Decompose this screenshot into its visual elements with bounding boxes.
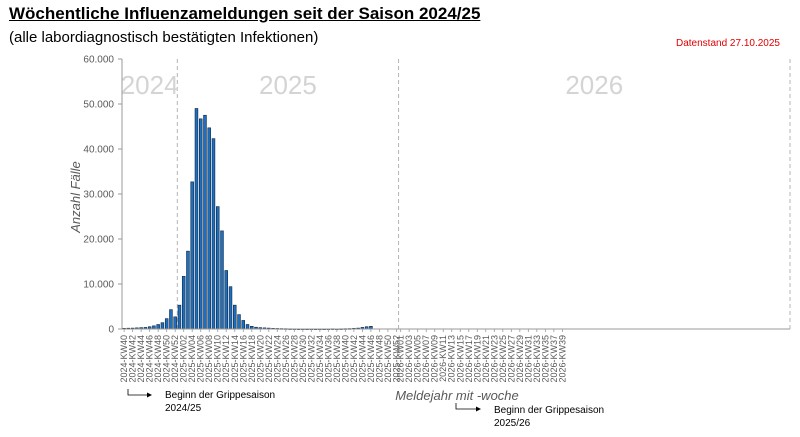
bar bbox=[228, 286, 233, 330]
x-tick-label: 2026-KW07 bbox=[421, 335, 431, 383]
x-tick-label: 2025-KW26 bbox=[281, 335, 291, 383]
data-date-label: Datenstand 27.10.2025 bbox=[676, 38, 780, 49]
x-tick-label: 2026-KW05 bbox=[413, 335, 423, 383]
bar bbox=[220, 230, 224, 330]
x-tick-label: 2025-KW14 bbox=[230, 335, 240, 383]
x-tick-label: 2024-KW44 bbox=[136, 335, 146, 383]
x-tick-label: 2025-KW44 bbox=[357, 335, 367, 383]
x-tick-label: 2025-KW08 bbox=[204, 335, 214, 383]
x-tick-label: 2025-KW10 bbox=[213, 335, 223, 383]
x-tick-label: 2025-KW28 bbox=[289, 335, 299, 383]
x-tick-label: 2026-KW39 bbox=[557, 335, 567, 383]
x-tick-label: 2026-KW33 bbox=[532, 335, 542, 383]
season-start-year: 2025/26 bbox=[494, 418, 531, 429]
x-tick-label: 2026-KW03 bbox=[404, 335, 414, 383]
year-label: 2025 bbox=[259, 70, 317, 100]
x-tick-label: 2024-KW48 bbox=[153, 335, 163, 383]
x-tick-label: 2024-KW40 bbox=[119, 335, 129, 383]
bar bbox=[237, 314, 241, 330]
x-tick-label: 2025-KW16 bbox=[238, 335, 248, 383]
x-tick-label: 2026-KW01 bbox=[396, 335, 406, 383]
x-tick-label: 2025-KW48 bbox=[374, 335, 384, 383]
bar bbox=[160, 322, 165, 330]
bar bbox=[203, 114, 207, 330]
season-start-annotation-2024: Beginn der Grippesaison 2024/25 bbox=[165, 389, 275, 415]
bar bbox=[207, 127, 211, 330]
season-start-arrow-2024 bbox=[127, 389, 152, 398]
x-tick-label: 2025-KW46 bbox=[366, 335, 376, 383]
season-start-arrow-2025 bbox=[455, 403, 481, 412]
bar bbox=[169, 309, 173, 330]
x-tick-label: 2024-KW52 bbox=[170, 335, 180, 383]
y-tick-label: 20.000 bbox=[83, 235, 114, 246]
x-tick-label: 2026-KW21 bbox=[481, 335, 491, 383]
y-tick-label: 0 bbox=[108, 325, 114, 336]
x-tick-label: 2025-KW32 bbox=[306, 335, 316, 383]
x-axis-label: Meldejahr mit -woche bbox=[395, 388, 519, 403]
x-tick-label: 2025-KW24 bbox=[272, 335, 282, 383]
x-tick-label: 2025-KW18 bbox=[247, 335, 257, 383]
x-tick-label: 2026-KW09 bbox=[430, 335, 440, 383]
x-tick-label: 2025-KW52 bbox=[391, 335, 401, 383]
bar bbox=[241, 320, 245, 330]
chart-title: Wöchentliche Influenzameldungen seit der… bbox=[9, 4, 481, 23]
bar bbox=[216, 206, 220, 330]
x-tick-label: 2026-KW17 bbox=[464, 335, 474, 383]
bar bbox=[181, 276, 186, 330]
x-tick-label: 2025-KW20 bbox=[255, 335, 265, 383]
y-tick-label: 40.000 bbox=[83, 145, 114, 156]
x-tick-label: 2026-KW37 bbox=[549, 335, 559, 383]
bar bbox=[156, 324, 160, 330]
bar bbox=[177, 304, 182, 330]
x-tick-label: 2025-KW06 bbox=[196, 335, 206, 383]
x-tick-label: 2024-KW42 bbox=[128, 335, 138, 383]
bar bbox=[194, 108, 199, 330]
bar bbox=[233, 304, 237, 330]
bar bbox=[224, 270, 228, 330]
bar bbox=[245, 324, 250, 330]
x-tick-label: 2026-KW25 bbox=[498, 335, 508, 383]
chart-subtitle: (alle labordiagnostisch bestätigten Infe… bbox=[9, 29, 319, 46]
x-tick-label: 2025-KW04 bbox=[187, 335, 197, 383]
bar bbox=[173, 316, 177, 330]
x-tick-label: 2025-KW50 bbox=[383, 335, 393, 383]
x-tick-label: 2025-KW30 bbox=[298, 335, 308, 383]
x-tick-label: 2025-KW34 bbox=[315, 335, 325, 383]
y-tick-label: 50.000 bbox=[83, 100, 114, 111]
x-tick-label: 2024-KW46 bbox=[145, 335, 155, 383]
bar bbox=[211, 138, 216, 330]
x-tick-label: 2024-KW50 bbox=[162, 335, 172, 383]
bar bbox=[198, 118, 203, 330]
y-axis-label: Anzahl Fälle bbox=[68, 161, 83, 234]
x-tick-label: 2026-KW23 bbox=[489, 335, 499, 383]
x-tick-label: 2025-KW02 bbox=[179, 335, 189, 383]
bar bbox=[190, 181, 194, 330]
season-start-label: Beginn der Grippesaison bbox=[494, 405, 605, 416]
x-tick-label: 2025-KW38 bbox=[332, 335, 342, 383]
x-tick-label: 2026-KW27 bbox=[506, 335, 516, 383]
x-tick-label: 2026-KW35 bbox=[540, 335, 550, 383]
x-tick-label: 2026-KW19 bbox=[472, 335, 482, 383]
bar bbox=[186, 250, 190, 330]
x-tick-label: 2026-KW11 bbox=[438, 335, 448, 382]
season-start-annotation-2025: Beginn der Grippesaison 2025/26 bbox=[494, 404, 604, 430]
x-tick-label: 2025-KW40 bbox=[340, 335, 350, 383]
season-start-label: Beginn der Grippesaison bbox=[165, 390, 276, 401]
year-label: 2026 bbox=[565, 70, 623, 100]
x-tick-label: 2026-KW13 bbox=[447, 335, 457, 383]
x-tick-label: 2025-KW36 bbox=[323, 335, 333, 383]
year-label: 2024 bbox=[121, 70, 179, 100]
x-tick-label: 2026-KW15 bbox=[455, 335, 465, 383]
y-tick-label: 30.000 bbox=[83, 190, 114, 201]
x-tick-label: 2026-KW29 bbox=[515, 335, 525, 383]
season-start-year: 2024/25 bbox=[165, 403, 202, 414]
y-tick-label: 10.000 bbox=[83, 280, 114, 291]
x-tick-label: 2025-KW22 bbox=[264, 335, 274, 383]
x-tick-label: 2025-KW12 bbox=[221, 335, 231, 383]
bar bbox=[164, 318, 169, 330]
x-tick-label: 2025-KW42 bbox=[349, 335, 359, 383]
x-tick-label: 2026-KW31 bbox=[523, 335, 533, 383]
y-tick-label: 60.000 bbox=[83, 55, 114, 66]
